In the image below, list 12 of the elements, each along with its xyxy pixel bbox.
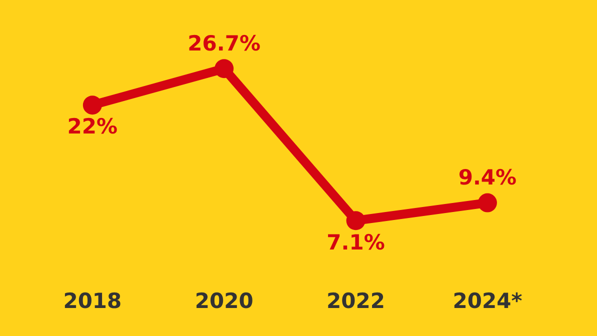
x-tick-label: 2024* (452, 289, 522, 313)
data-label: 26.7% (188, 32, 261, 56)
x-tick-label: 2018 (63, 289, 122, 313)
point (346, 211, 366, 230)
point (214, 59, 234, 78)
point (478, 193, 497, 212)
point (82, 96, 102, 115)
x-tick-label: 2020 (194, 289, 254, 313)
data-label: 22% (67, 114, 118, 139)
data-label: 7.1% (326, 230, 385, 254)
x-tick-label: 2022 (326, 289, 386, 313)
data-label: 9.4% (458, 166, 517, 190)
